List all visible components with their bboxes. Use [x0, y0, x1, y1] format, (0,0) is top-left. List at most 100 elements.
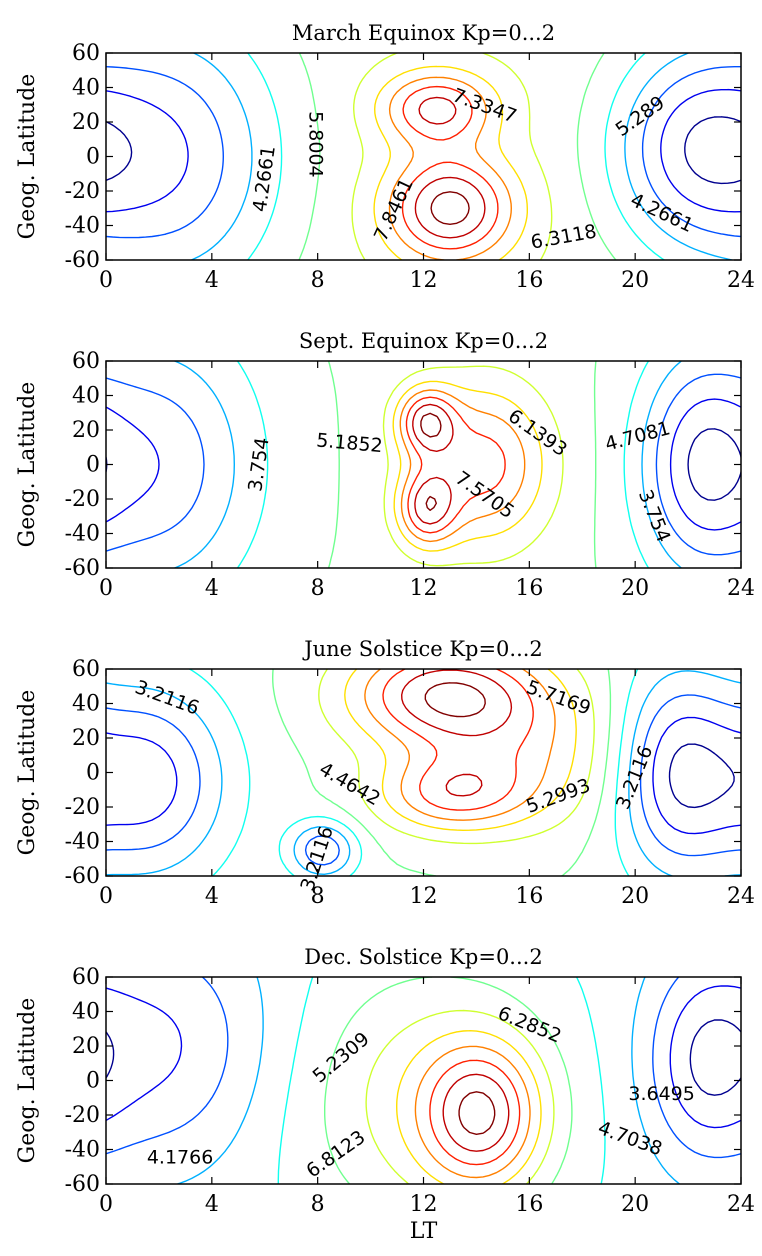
- contour-lines: [106, 977, 741, 1184]
- x-tick-label: 12: [410, 884, 438, 909]
- x-tick-label: 16: [515, 884, 543, 909]
- x-axis-label: LT: [410, 1219, 438, 1244]
- contour-level-line: [247, 53, 665, 260]
- contour-level-line: [272, 669, 612, 876]
- x-tick-label: 16: [515, 576, 543, 601]
- contour-level-line: [364, 669, 556, 821]
- contour-level-line: [106, 116, 741, 185]
- y-tick-label: -20: [65, 795, 100, 820]
- x-tick-label: 0: [99, 884, 113, 909]
- y-tick-label: -20: [65, 1103, 100, 1128]
- contour-value-label: 5.289: [612, 92, 669, 141]
- contour-level-line: [414, 96, 486, 239]
- y-tick-label: 0: [86, 1069, 100, 1094]
- contour-level-line: [401, 85, 499, 250]
- contour-value-label: 3.6495: [628, 1083, 694, 1105]
- contour-level-line: [106, 1019, 741, 1096]
- y-tick-label: -60: [65, 864, 100, 889]
- x-tick-label: 24: [727, 884, 755, 909]
- y-axis-label: Geog. Latitude: [15, 690, 40, 856]
- contour-level-line: [277, 977, 606, 1184]
- y-tick-label: 40: [72, 76, 100, 101]
- contour-level-line: [344, 669, 577, 831]
- contour-lines: [106, 53, 741, 260]
- y-tick-label: 0: [86, 453, 100, 478]
- y-tick-label: -60: [65, 1172, 100, 1197]
- contour-level-line: [106, 66, 741, 239]
- plot-frame: [105, 360, 742, 569]
- x-tick-label: 0: [99, 1192, 113, 1217]
- contour-value-label: 6.1393: [504, 405, 571, 461]
- contour-level-line: [318, 669, 595, 845]
- sept-equinox-panel: 0 4 8 12 16 20 24 -60 -40 -20 0 20 40 60 Sept. Equinox…: [15, 329, 755, 601]
- contour-value-label: 3.754: [634, 487, 675, 546]
- y-tick-label: 20: [72, 110, 100, 135]
- x-tick-label: 12: [410, 1192, 438, 1217]
- y-tick-label: -60: [65, 248, 100, 273]
- y-tick-label: 40: [72, 1000, 100, 1025]
- x-tick-label: 20: [621, 268, 649, 293]
- contour-value-label: 5.1852: [315, 429, 383, 457]
- x-tick-label: 16: [515, 1192, 543, 1217]
- contour-level-line: [106, 977, 741, 1159]
- contour-level-line: [442, 1073, 510, 1152]
- contour-value-label: 6.3118: [529, 220, 598, 253]
- contour-level-line: [106, 670, 741, 876]
- y-axis-label: Geog. Latitude: [15, 74, 40, 240]
- contour-value-label: 3.2116: [612, 743, 657, 813]
- y-tick-label: 40: [72, 384, 100, 409]
- contour-level-line: [668, 743, 735, 809]
- june-solstice-panel: 0 4 8 12 16 20 24 -60 -40 -20 0 20 40 60 June Solstice…: [15, 637, 755, 909]
- contour-level-line: [106, 716, 741, 835]
- y-tick-label: -40: [65, 522, 100, 547]
- contour-level-line: [405, 396, 506, 534]
- contour-value-label: 4.7038: [595, 1117, 665, 1160]
- contour-value-label: 4.4642: [315, 758, 384, 810]
- contour-value-label: 4.7081: [603, 417, 673, 455]
- panel-title: June Solstice Kp=0...2: [302, 637, 543, 661]
- x-tick-label: 4: [205, 1192, 219, 1217]
- y-tick-label: -20: [65, 179, 100, 204]
- dec-solstice-panel: 0 4 8 12 16 20 24 -60 -40 -20 0 20 40 60 Dec. Solstice…: [15, 945, 755, 1244]
- y-tick-label: -40: [65, 1138, 100, 1163]
- x-tick-label: 4: [205, 268, 219, 293]
- x-tick-label: 20: [621, 884, 649, 909]
- y-tick-label: 0: [86, 761, 100, 786]
- contour-level-line: [298, 53, 617, 260]
- y-tick-label: -60: [65, 556, 100, 581]
- contour-level-line: [106, 373, 741, 556]
- x-tick-label: 4: [205, 884, 219, 909]
- contour-level-line: [365, 1009, 555, 1184]
- x-tick-label: 4: [205, 576, 219, 601]
- contour-level-line: [399, 389, 526, 543]
- contour-value-label: 5.7169: [524, 676, 594, 719]
- x-tick-label: 12: [410, 268, 438, 293]
- contour-level-line: [106, 398, 741, 531]
- contour-level-line: [458, 1091, 496, 1135]
- y-tick-label: 60: [72, 41, 100, 66]
- contour-level-line: [106, 985, 741, 1129]
- x-tick-label: 24: [727, 576, 755, 601]
- y-tick-label: 20: [72, 726, 100, 751]
- x-tick-label: 8: [311, 884, 325, 909]
- y-axis-label: Geog. Latitude: [15, 998, 40, 1164]
- contour-level-line: [188, 669, 639, 876]
- x-tick-label: 24: [727, 1192, 755, 1217]
- x-tick-label: 0: [99, 576, 113, 601]
- contour-level-line: [396, 1030, 542, 1184]
- y-tick-label: -40: [65, 830, 100, 855]
- contour-lines: [106, 669, 741, 876]
- contour-value-label: 7.5705: [451, 467, 518, 523]
- contour-value-label: 5.2993: [523, 774, 593, 817]
- contour-value-label: 4.1766: [147, 1147, 213, 1169]
- contour-level-line: [420, 412, 442, 511]
- contour-value-label: 3.2116: [296, 824, 337, 894]
- x-tick-label: 8: [311, 1192, 325, 1217]
- x-tick-label: 8: [311, 576, 325, 601]
- y-tick-label: 60: [72, 965, 100, 990]
- y-tick-label: -20: [65, 487, 100, 512]
- x-tick-label: 24: [727, 268, 755, 293]
- x-tick-label: 0: [99, 268, 113, 293]
- contour-level-line: [392, 380, 543, 552]
- contour-level-line: [324, 977, 573, 1184]
